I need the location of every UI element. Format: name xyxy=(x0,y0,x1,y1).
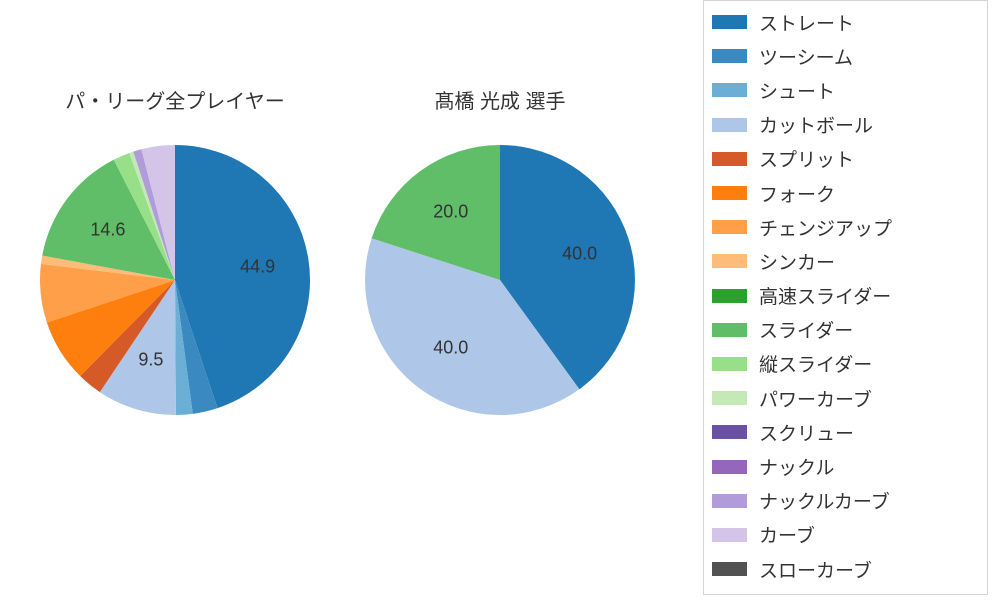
pie-svg xyxy=(40,145,310,415)
legend-item: スライダー xyxy=(712,313,979,347)
chart-title: パ・リーグ全プレイヤー xyxy=(40,85,310,114)
legend-item: チェンジアップ xyxy=(712,210,979,244)
pie-svg xyxy=(365,145,635,415)
legend-swatch xyxy=(712,220,747,234)
legend-label: カーブ xyxy=(759,521,815,548)
legend-item: スクリュー xyxy=(712,415,979,449)
legend-label: フォーク xyxy=(759,180,835,207)
legend-item: ツーシーム xyxy=(712,39,979,73)
legend-label: スローカーブ xyxy=(759,556,872,583)
legend-swatch xyxy=(712,289,747,303)
legend-swatch xyxy=(712,562,747,576)
legend-item: ナックルカーブ xyxy=(712,484,979,518)
legend-swatch xyxy=(712,323,747,337)
legend-swatch xyxy=(712,425,747,439)
legend-item: シュート xyxy=(712,73,979,107)
legend-item: 高速スライダー xyxy=(712,279,979,313)
legend-label: パワーカーブ xyxy=(759,385,872,412)
legend-label: 縦スライダー xyxy=(759,350,872,377)
legend-swatch xyxy=(712,83,747,97)
legend-label: ストレート xyxy=(759,9,854,36)
legend-label: シンカー xyxy=(759,248,835,275)
legend-swatch xyxy=(712,357,747,371)
legend-label: スライダー xyxy=(759,316,853,343)
pie-chart-player: 髙橋 光成 選手40.040.020.0 xyxy=(365,145,635,415)
legend-swatch xyxy=(712,494,747,508)
chart-title: 髙橋 光成 選手 xyxy=(365,85,635,114)
legend-swatch xyxy=(712,152,747,166)
legend-swatch xyxy=(712,460,747,474)
legend-label: 高速スライダー xyxy=(759,282,891,309)
legend-item: 縦スライダー xyxy=(712,347,979,381)
legend-label: シュート xyxy=(759,77,835,104)
legend-swatch xyxy=(712,118,747,132)
chart-container: ストレートツーシームシュートカットボールスプリットフォークチェンジアップシンカー… xyxy=(0,0,1000,600)
legend-item: スローカーブ xyxy=(712,552,979,586)
legend-item: シンカー xyxy=(712,244,979,278)
legend-item: パワーカーブ xyxy=(712,381,979,415)
legend-swatch xyxy=(712,391,747,405)
legend-label: ナックル xyxy=(759,453,834,480)
legend-swatch xyxy=(712,49,747,63)
legend-swatch xyxy=(712,15,747,29)
legend-swatch xyxy=(712,186,747,200)
legend: ストレートツーシームシュートカットボールスプリットフォークチェンジアップシンカー… xyxy=(703,0,988,595)
legend-item: カットボール xyxy=(712,108,979,142)
legend-item: フォーク xyxy=(712,176,979,210)
legend-label: スプリット xyxy=(759,145,854,172)
legend-label: チェンジアップ xyxy=(759,214,892,241)
pie-chart-league: パ・リーグ全プレイヤー44.99.514.6 xyxy=(40,145,310,415)
legend-swatch xyxy=(712,254,747,268)
legend-item: スプリット xyxy=(712,142,979,176)
legend-item: カーブ xyxy=(712,518,979,552)
legend-label: ツーシーム xyxy=(759,43,853,70)
legend-label: スクリュー xyxy=(759,419,854,446)
legend-label: ナックルカーブ xyxy=(759,487,890,514)
legend-label: カットボール xyxy=(759,111,873,138)
legend-item: ナックル xyxy=(712,449,979,483)
legend-item: ストレート xyxy=(712,5,979,39)
legend-swatch xyxy=(712,528,747,542)
